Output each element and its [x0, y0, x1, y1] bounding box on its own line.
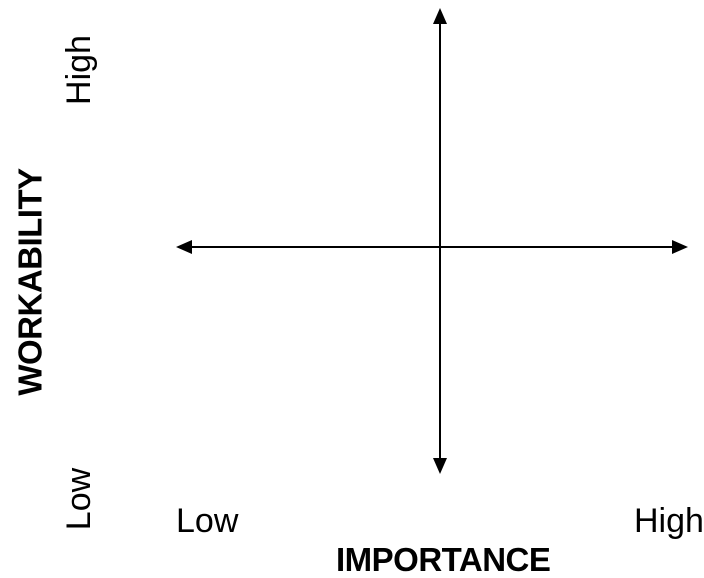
down-arrowhead-icon	[433, 458, 447, 474]
left-arrowhead-icon	[176, 240, 192, 254]
right-arrowhead-icon	[672, 240, 688, 254]
y-axis-low-label: Low	[60, 467, 98, 531]
up-arrowhead-icon	[433, 8, 447, 24]
x-axis-high-label: High	[634, 502, 704, 540]
y-axis-title: WORKABILITY	[11, 168, 49, 396]
y-axis-high-label: High	[60, 35, 98, 105]
x-axis-title: IMPORTANCE	[336, 541, 551, 578]
x-axis-low-label: Low	[176, 502, 239, 540]
